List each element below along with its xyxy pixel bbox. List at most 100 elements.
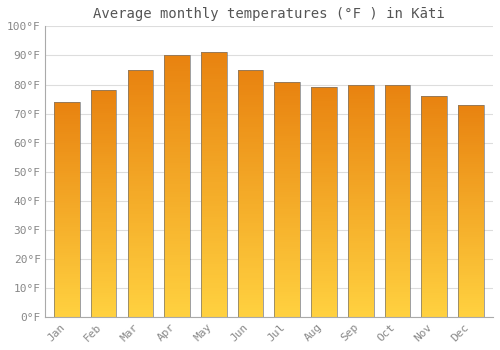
Bar [54, 184, 80, 186]
Bar [91, 281, 116, 284]
Bar [238, 236, 264, 238]
Bar [311, 248, 337, 251]
Bar [458, 131, 484, 133]
Bar [274, 303, 300, 306]
Bar [128, 87, 153, 90]
Bar [422, 118, 447, 120]
Bar [128, 90, 153, 92]
Bar [348, 243, 374, 245]
Bar [238, 229, 264, 231]
Bar [422, 300, 447, 302]
Bar [54, 270, 80, 272]
Bar [54, 302, 80, 304]
Bar [238, 223, 264, 226]
Bar [458, 194, 484, 196]
Bar [164, 194, 190, 197]
Bar [274, 280, 300, 282]
Bar [348, 310, 374, 313]
Bar [238, 221, 264, 223]
Bar [164, 286, 190, 289]
Bar [348, 103, 374, 105]
Bar [128, 174, 153, 176]
Bar [201, 98, 226, 100]
Bar [201, 82, 226, 84]
Bar [458, 230, 484, 232]
Bar [238, 176, 264, 179]
Bar [458, 133, 484, 135]
Bar [201, 275, 226, 278]
Bar [384, 243, 410, 245]
Bar [128, 77, 153, 80]
Bar [238, 95, 264, 97]
Bar [384, 150, 410, 152]
Bar [128, 199, 153, 201]
Bar [422, 269, 447, 271]
Bar [54, 141, 80, 143]
Bar [384, 115, 410, 117]
Bar [91, 267, 116, 270]
Bar [128, 293, 153, 295]
Bar [238, 142, 264, 144]
Bar [128, 172, 153, 174]
Bar [164, 223, 190, 226]
Bar [91, 138, 116, 140]
Bar [91, 297, 116, 299]
Bar [164, 184, 190, 187]
Bar [164, 296, 190, 299]
Bar [311, 175, 337, 177]
Bar [384, 306, 410, 308]
Bar [201, 76, 226, 79]
Bar [164, 249, 190, 252]
Bar [91, 218, 116, 220]
Bar [311, 173, 337, 175]
Bar [384, 280, 410, 282]
Bar [164, 152, 190, 155]
Bar [458, 116, 484, 118]
Bar [274, 183, 300, 186]
Bar [164, 281, 190, 284]
Bar [201, 190, 226, 193]
Bar [311, 115, 337, 117]
Bar [201, 103, 226, 105]
Bar [458, 290, 484, 292]
Bar [348, 91, 374, 94]
Bar [274, 299, 300, 301]
Bar [54, 126, 80, 128]
Bar [91, 231, 116, 233]
Bar [311, 256, 337, 258]
Bar [311, 97, 337, 99]
Bar [458, 211, 484, 213]
Bar [128, 159, 153, 162]
Bar [201, 254, 226, 257]
Bar [458, 188, 484, 190]
Bar [274, 188, 300, 190]
Bar [164, 103, 190, 105]
Bar [201, 55, 226, 58]
Bar [54, 190, 80, 192]
Bar [311, 235, 337, 237]
Bar [311, 262, 337, 265]
Bar [458, 264, 484, 266]
Bar [201, 121, 226, 124]
Bar [201, 150, 226, 153]
Bar [128, 194, 153, 196]
Bar [274, 112, 300, 115]
Bar [274, 160, 300, 162]
Bar [384, 94, 410, 96]
Bar [164, 220, 190, 223]
Bar [384, 194, 410, 196]
Bar [164, 178, 190, 181]
Bar [201, 177, 226, 180]
Bar [458, 152, 484, 154]
Bar [311, 292, 337, 294]
Bar [274, 107, 300, 110]
Bar [54, 203, 80, 205]
Bar [422, 96, 447, 98]
Bar [384, 112, 410, 115]
Bar [384, 220, 410, 222]
Bar [128, 271, 153, 273]
Bar [384, 84, 410, 87]
Bar [274, 218, 300, 221]
Bar [54, 177, 80, 180]
Bar [311, 163, 337, 166]
